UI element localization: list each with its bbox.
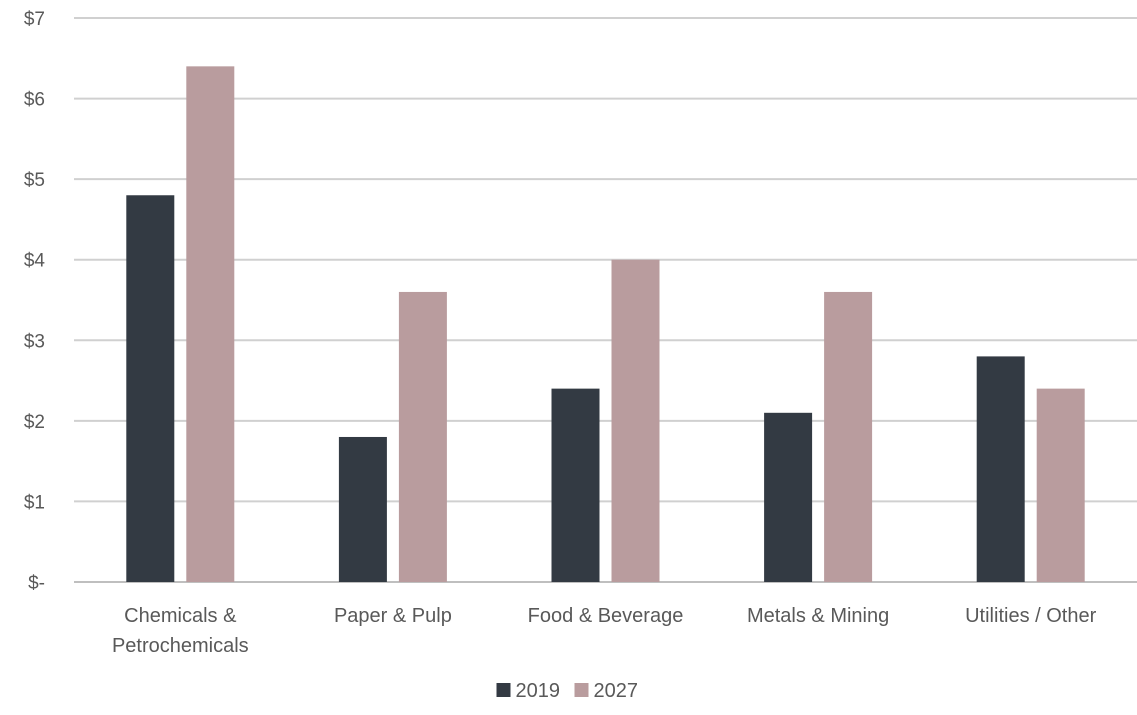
y-tick-label: $5	[24, 170, 45, 191]
bar-2027-0	[186, 66, 235, 583]
y-tick-label: $7	[24, 9, 45, 30]
x-tick-label-line: Metals & Mining	[747, 605, 889, 627]
y-tick-label: $3	[24, 331, 45, 352]
gridlines	[74, 17, 1137, 583]
x-tick-label: Paper & Pulp	[334, 605, 452, 627]
x-tick-label: Chemicals & Petrochemicals	[112, 605, 249, 657]
x-tick-label: Metals & Mining	[747, 605, 889, 627]
legend-label: 2019	[516, 680, 561, 702]
x-tick-label-line: Utilities / Other	[965, 605, 1096, 627]
x-tick-label-line: Paper & Pulp	[334, 605, 452, 627]
y-tick-label: $-	[28, 573, 45, 594]
bar-2027-4	[1036, 388, 1085, 582]
bar-2027-2	[611, 259, 660, 582]
x-axis-ticks: Chemicals & Petrochemicals Paper & Pulp Foo…	[112, 605, 1097, 657]
x-tick-label: Utilities / Other	[965, 605, 1096, 627]
legend-swatch-2019	[496, 683, 511, 697]
y-tick-label: $1	[24, 492, 45, 513]
bars	[126, 66, 1085, 583]
x-tick-label: Food & Beverage	[528, 605, 684, 627]
y-tick-label: $4	[24, 251, 46, 272]
bar-2027-3	[824, 291, 873, 582]
bar-2019-2	[551, 388, 600, 582]
bar-2019-1	[338, 436, 387, 582]
x-tick-label-line: Petrochemicals	[112, 635, 249, 657]
x-tick-label-line: Chemicals &	[124, 605, 237, 627]
legend-label: 2027	[594, 680, 639, 702]
bar-2019-4	[976, 356, 1025, 582]
x-tick-label-line: Food & Beverage	[528, 605, 684, 627]
y-axis-ticks: $- $1 $2 $3 $4 $5 $6 $7	[24, 9, 46, 594]
y-tick-label: $6	[24, 90, 45, 111]
y-tick-label: $2	[24, 412, 45, 433]
legend: 2019 2027	[496, 680, 639, 702]
bar-2027-1	[398, 291, 447, 582]
bar-2019-3	[764, 412, 813, 582]
legend-swatch-2027	[574, 683, 589, 697]
bar-2019-0	[126, 195, 175, 582]
